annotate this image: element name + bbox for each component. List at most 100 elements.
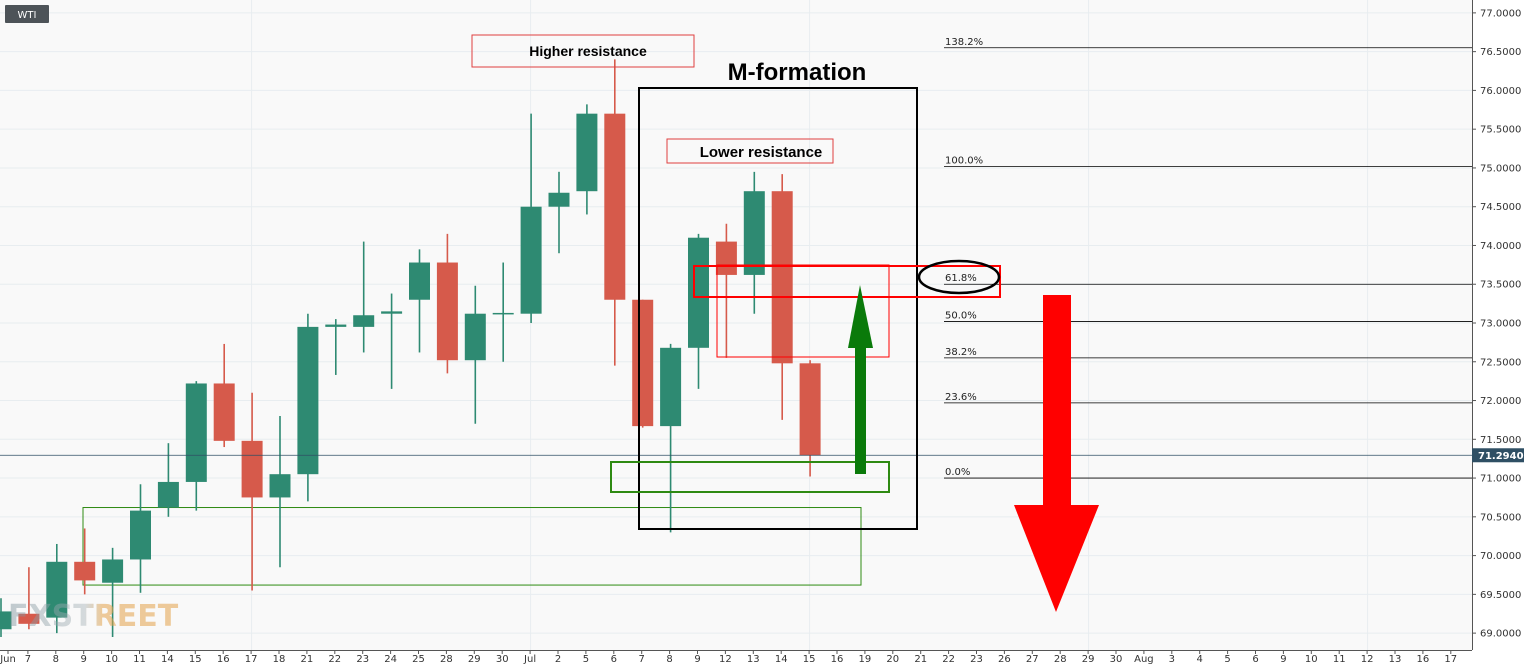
watermark-logo: FXSTREET	[8, 599, 179, 634]
fib-label: 23.6%	[945, 392, 977, 403]
y-tick-label: 75.5000	[1480, 125, 1521, 136]
candle[interactable]	[520, 113, 542, 323]
candle-body	[130, 510, 151, 560]
symbol-tag[interactable]	[5, 5, 49, 23]
x-tick-label: 10	[1305, 654, 1318, 665]
symbol-label: WTI	[18, 10, 37, 21]
fib-label: 0.0%	[945, 467, 970, 478]
candle[interactable]	[464, 285, 486, 424]
y-tick-label: 74.0000	[1480, 241, 1521, 252]
x-tick-label: 26	[998, 654, 1011, 665]
candle[interactable]	[743, 171, 765, 314]
x-tick-label: 12	[719, 654, 732, 665]
price-axis-background	[1472, 0, 1536, 669]
resistance-zone-box	[693, 265, 1001, 298]
fib-label: 100.0%	[945, 155, 983, 166]
x-tick-label: 22	[328, 654, 341, 665]
x-tick-label: 23	[970, 654, 983, 665]
candle[interactable]	[576, 104, 598, 215]
x-tick-label: 8	[666, 654, 672, 665]
x-tick-label: 10	[105, 654, 118, 665]
candle-body	[74, 561, 96, 581]
candle[interactable]	[632, 299, 654, 428]
candle[interactable]	[548, 171, 570, 254]
support-range-box	[82, 507, 862, 586]
y-tick-label: 73.0000	[1480, 319, 1521, 330]
candle[interactable]	[46, 543, 68, 634]
candle[interactable]	[269, 416, 291, 568]
candle-body	[799, 363, 821, 456]
lower-resistance-label: Lower resistance	[700, 144, 823, 161]
candle[interactable]	[185, 381, 207, 511]
x-tick-label: 6	[1252, 654, 1258, 665]
candle[interactable]	[799, 360, 821, 477]
candle-body	[381, 311, 403, 314]
x-tick-label: 24	[384, 654, 397, 665]
candle[interactable]	[353, 241, 375, 353]
x-tick-label: 6	[611, 654, 617, 665]
x-tick-label: 3	[1169, 654, 1175, 665]
x-tick-label: 17	[245, 654, 258, 665]
higher-resistance-label: Higher resistance	[529, 43, 647, 59]
x-tick-label: 16	[831, 654, 844, 665]
candle-body	[409, 262, 430, 300]
y-tick-label: 72.0000	[1480, 396, 1521, 407]
candle[interactable]	[74, 528, 96, 595]
candle[interactable]	[409, 249, 430, 353]
x-tick-label: Aug	[1134, 654, 1154, 665]
candle-body	[464, 313, 486, 361]
x-tick-label: 15	[803, 654, 816, 665]
candle[interactable]	[0, 598, 12, 637]
x-tick-label: 21	[301, 654, 314, 665]
candle[interactable]	[297, 313, 319, 502]
y-tick-label: 76.0000	[1480, 86, 1521, 97]
x-tick-label: 9	[1280, 654, 1286, 665]
x-tick-label: 16	[1417, 654, 1430, 665]
x-tick-label: 30	[1110, 654, 1123, 665]
range-box	[82, 507, 862, 586]
candle[interactable]	[604, 59, 626, 366]
candle[interactable]	[102, 547, 124, 637]
x-tick-label: 28	[1054, 654, 1067, 665]
x-tick-label: 14	[775, 654, 788, 665]
candle[interactable]	[381, 293, 403, 389]
y-tick-label: 69.5000	[1480, 590, 1521, 601]
x-tick-label: 12	[1361, 654, 1374, 665]
y-tick-label: 70.0000	[1480, 551, 1521, 562]
candle[interactable]	[213, 343, 235, 448]
x-tick-label: 5	[1224, 654, 1230, 665]
candlestick-series[interactable]	[0, 59, 821, 637]
x-tick-label: 25	[412, 654, 425, 665]
y-tick-label: 74.5000	[1480, 202, 1521, 213]
candle[interactable]	[325, 319, 347, 375]
x-tick-label: 9	[694, 654, 700, 665]
candle-body	[436, 262, 458, 361]
candle[interactable]	[436, 233, 458, 374]
candle[interactable]	[130, 484, 151, 593]
y-tick-label: 73.5000	[1480, 280, 1521, 291]
candle-body	[297, 326, 319, 475]
candle-body	[241, 440, 263, 498]
y-tick-label: 71.5000	[1480, 435, 1521, 446]
higher-resistance-box	[471, 34, 695, 68]
x-tick-label: 29	[468, 654, 481, 665]
candle[interactable]	[18, 567, 40, 630]
candle-body	[46, 561, 68, 618]
down-arrow-shaft	[1043, 295, 1071, 507]
candle-body	[18, 613, 40, 624]
fib-label: 50.0%	[945, 310, 977, 321]
y-tick-label: 69.0000	[1480, 629, 1521, 640]
x-tick-label: 30	[496, 654, 509, 665]
candle-body	[604, 113, 626, 300]
current-price-tag	[1472, 448, 1524, 463]
down-arrow-head	[1014, 505, 1099, 612]
candle[interactable]	[492, 262, 514, 362]
candle-body	[632, 299, 654, 427]
x-tick-label: 20	[886, 654, 899, 665]
fib-label: 138.2%	[945, 37, 983, 48]
candle-body	[715, 241, 737, 275]
lower-resistance-box	[666, 138, 834, 164]
candle[interactable]	[660, 343, 682, 533]
x-tick-label: 27	[1026, 654, 1039, 665]
